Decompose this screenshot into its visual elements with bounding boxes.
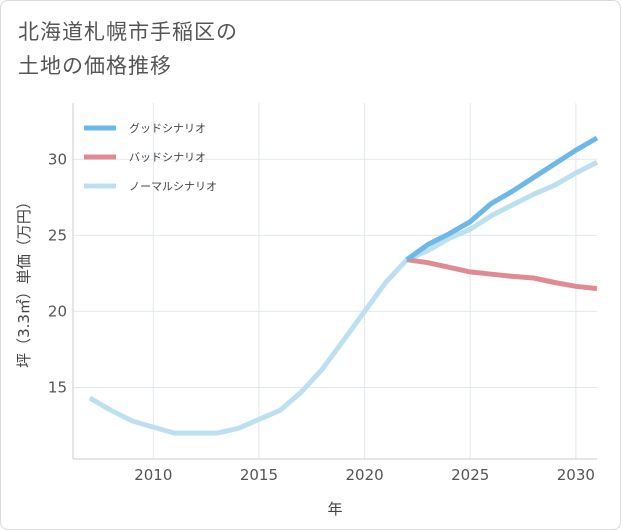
x-axis-title: 年	[327, 500, 342, 518]
chart-title: 北海道札幌市手稲区の 土地の価格推移	[18, 15, 238, 83]
series-line-0	[405, 135, 599, 262]
series-line-1	[406, 257, 598, 292]
x-tick-label: 2015	[240, 466, 278, 484]
x-tick-label: 2030	[557, 466, 595, 484]
y-tick-label: 20	[48, 302, 67, 320]
x-tick-label: 2010	[134, 466, 172, 484]
y-tick-label: 30	[48, 150, 67, 168]
x-tick-label: 2025	[451, 466, 489, 484]
axes	[72, 103, 597, 460]
legend-label: ノーマルシナリオ	[129, 180, 217, 193]
x-tick-label: 2020	[345, 466, 383, 484]
legend-label: グッドシナリオ	[129, 121, 206, 135]
chart-title-line-2: 土地の価格推移	[18, 54, 172, 78]
chart-title-line-1: 北海道札幌市手稲区の	[18, 20, 238, 44]
series-line-2	[88, 160, 599, 436]
series-lines	[88, 135, 599, 436]
y-axis-title: 坪（3.3㎡）単価（万円）	[15, 194, 33, 368]
legend-label: バッドシナリオ	[129, 151, 206, 164]
y-tick-label: 15	[48, 378, 67, 396]
y-tick-label: 25	[48, 226, 67, 244]
grid-lines	[73, 103, 597, 459]
